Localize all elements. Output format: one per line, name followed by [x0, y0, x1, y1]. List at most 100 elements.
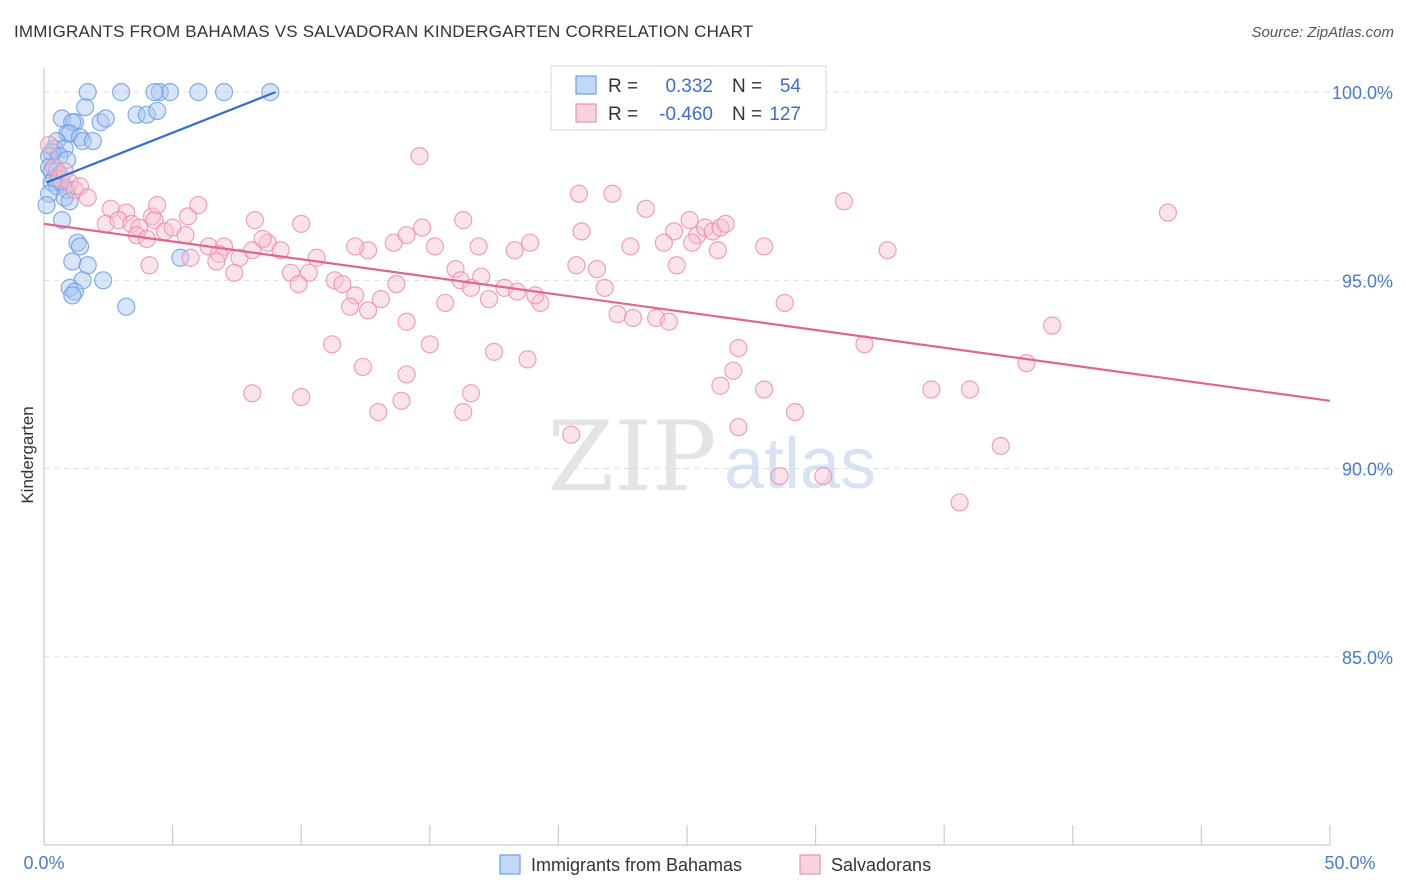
data-point: [171, 248, 190, 267]
data-point: [245, 211, 265, 230]
data-point: [145, 83, 164, 102]
data-point: [572, 222, 591, 241]
legend-r-label: R =: [608, 104, 638, 125]
series-legend-swatch: [799, 854, 821, 875]
data-point: [112, 83, 131, 102]
data-point: [621, 237, 640, 256]
data-point: [289, 275, 308, 294]
trend-line-salvadorans: [43, 222, 1331, 402]
gridlines: [44, 91, 1394, 658]
data-point: [40, 184, 59, 203]
data-point: [178, 207, 198, 226]
data-point: [63, 252, 82, 271]
data-point: [526, 286, 545, 305]
data-point: [346, 237, 365, 256]
data-point: [785, 402, 805, 422]
data-point: [346, 286, 365, 305]
data-point: [333, 275, 352, 294]
series-legend-label: Immigrants from Bahamas: [531, 855, 742, 875]
data-point: [1043, 316, 1062, 335]
legend-n-label: N =: [732, 104, 762, 125]
data-point: [371, 290, 391, 309]
data-point: [160, 83, 180, 102]
data-point: [724, 361, 743, 380]
data-point: [78, 83, 97, 102]
data-point: [292, 387, 311, 407]
stats-legend: R = 0.332 N = 54 R = -0.460 N = 127: [550, 65, 827, 131]
data-point: [150, 83, 169, 102]
data-point: [60, 192, 79, 211]
data-point: [83, 131, 102, 151]
data-point: [680, 211, 699, 230]
data-point: [518, 350, 537, 369]
axes: [43, 68, 1331, 846]
data-point: [814, 466, 833, 486]
data-point: [623, 308, 643, 328]
data-point: [392, 391, 411, 410]
data-point: [78, 256, 97, 275]
legend-swatch: [575, 103, 597, 123]
data-point: [960, 380, 980, 399]
legend-swatch: [575, 75, 597, 95]
data-point: [729, 418, 748, 437]
data-point: [176, 226, 195, 245]
data-point: [140, 256, 159, 275]
series-salvadorans-points: [40, 135, 1178, 512]
watermark-zip: ZIP: [547, 401, 716, 513]
y-tick-label: 85.0%: [1342, 648, 1393, 668]
data-point: [243, 384, 262, 403]
data-point: [436, 293, 455, 313]
data-point: [991, 436, 1010, 456]
data-point: [659, 312, 679, 331]
data-point: [340, 297, 360, 316]
watermark: ZIP atlas: [547, 401, 876, 513]
data-point: [420, 335, 439, 354]
data-point: [755, 237, 774, 256]
data-point: [716, 214, 735, 233]
data-point: [261, 83, 280, 102]
data-point: [358, 301, 378, 320]
data-point: [243, 241, 262, 260]
data-point: [667, 256, 686, 275]
data-point: [454, 211, 473, 230]
data-point: [834, 192, 853, 211]
data-point: [683, 233, 702, 252]
data-point: [52, 211, 72, 230]
data-point: [397, 312, 416, 331]
data-point: [569, 184, 589, 203]
chart-title: IMMIGRANTS FROM BAHAMAS VS SALVADORAN KI…: [14, 22, 754, 41]
data-point: [755, 380, 774, 399]
data-point: [78, 188, 97, 207]
data-point: [950, 493, 969, 512]
legend-r-value: 0.332: [665, 76, 713, 97]
data-point: [521, 233, 540, 252]
trend-line-bahamas: [46, 91, 276, 184]
data-point: [387, 275, 406, 294]
y-tick-label: 100.0%: [1332, 83, 1393, 103]
data-point: [425, 237, 445, 256]
data-point: [603, 184, 622, 203]
data-point: [117, 297, 136, 316]
data-point: [117, 203, 136, 222]
data-point: [567, 256, 586, 275]
data-point: [775, 293, 794, 313]
data-point: [40, 135, 59, 154]
data-point: [608, 305, 627, 324]
data-point: [353, 357, 373, 377]
data-point: [253, 229, 272, 249]
data-point: [397, 226, 416, 245]
data-point: [711, 376, 730, 395]
data-point: [505, 241, 524, 260]
data-point: [94, 271, 113, 290]
data-point: [73, 131, 92, 151]
legend-frame: [550, 65, 827, 131]
data-point: [454, 402, 473, 422]
data-point: [485, 342, 504, 361]
y-tick-label: 90.0%: [1342, 460, 1393, 480]
data-point: [397, 365, 416, 384]
data-point: [45, 158, 64, 177]
data-point: [225, 263, 244, 282]
data-point: [148, 195, 167, 215]
data-point: [76, 98, 95, 117]
